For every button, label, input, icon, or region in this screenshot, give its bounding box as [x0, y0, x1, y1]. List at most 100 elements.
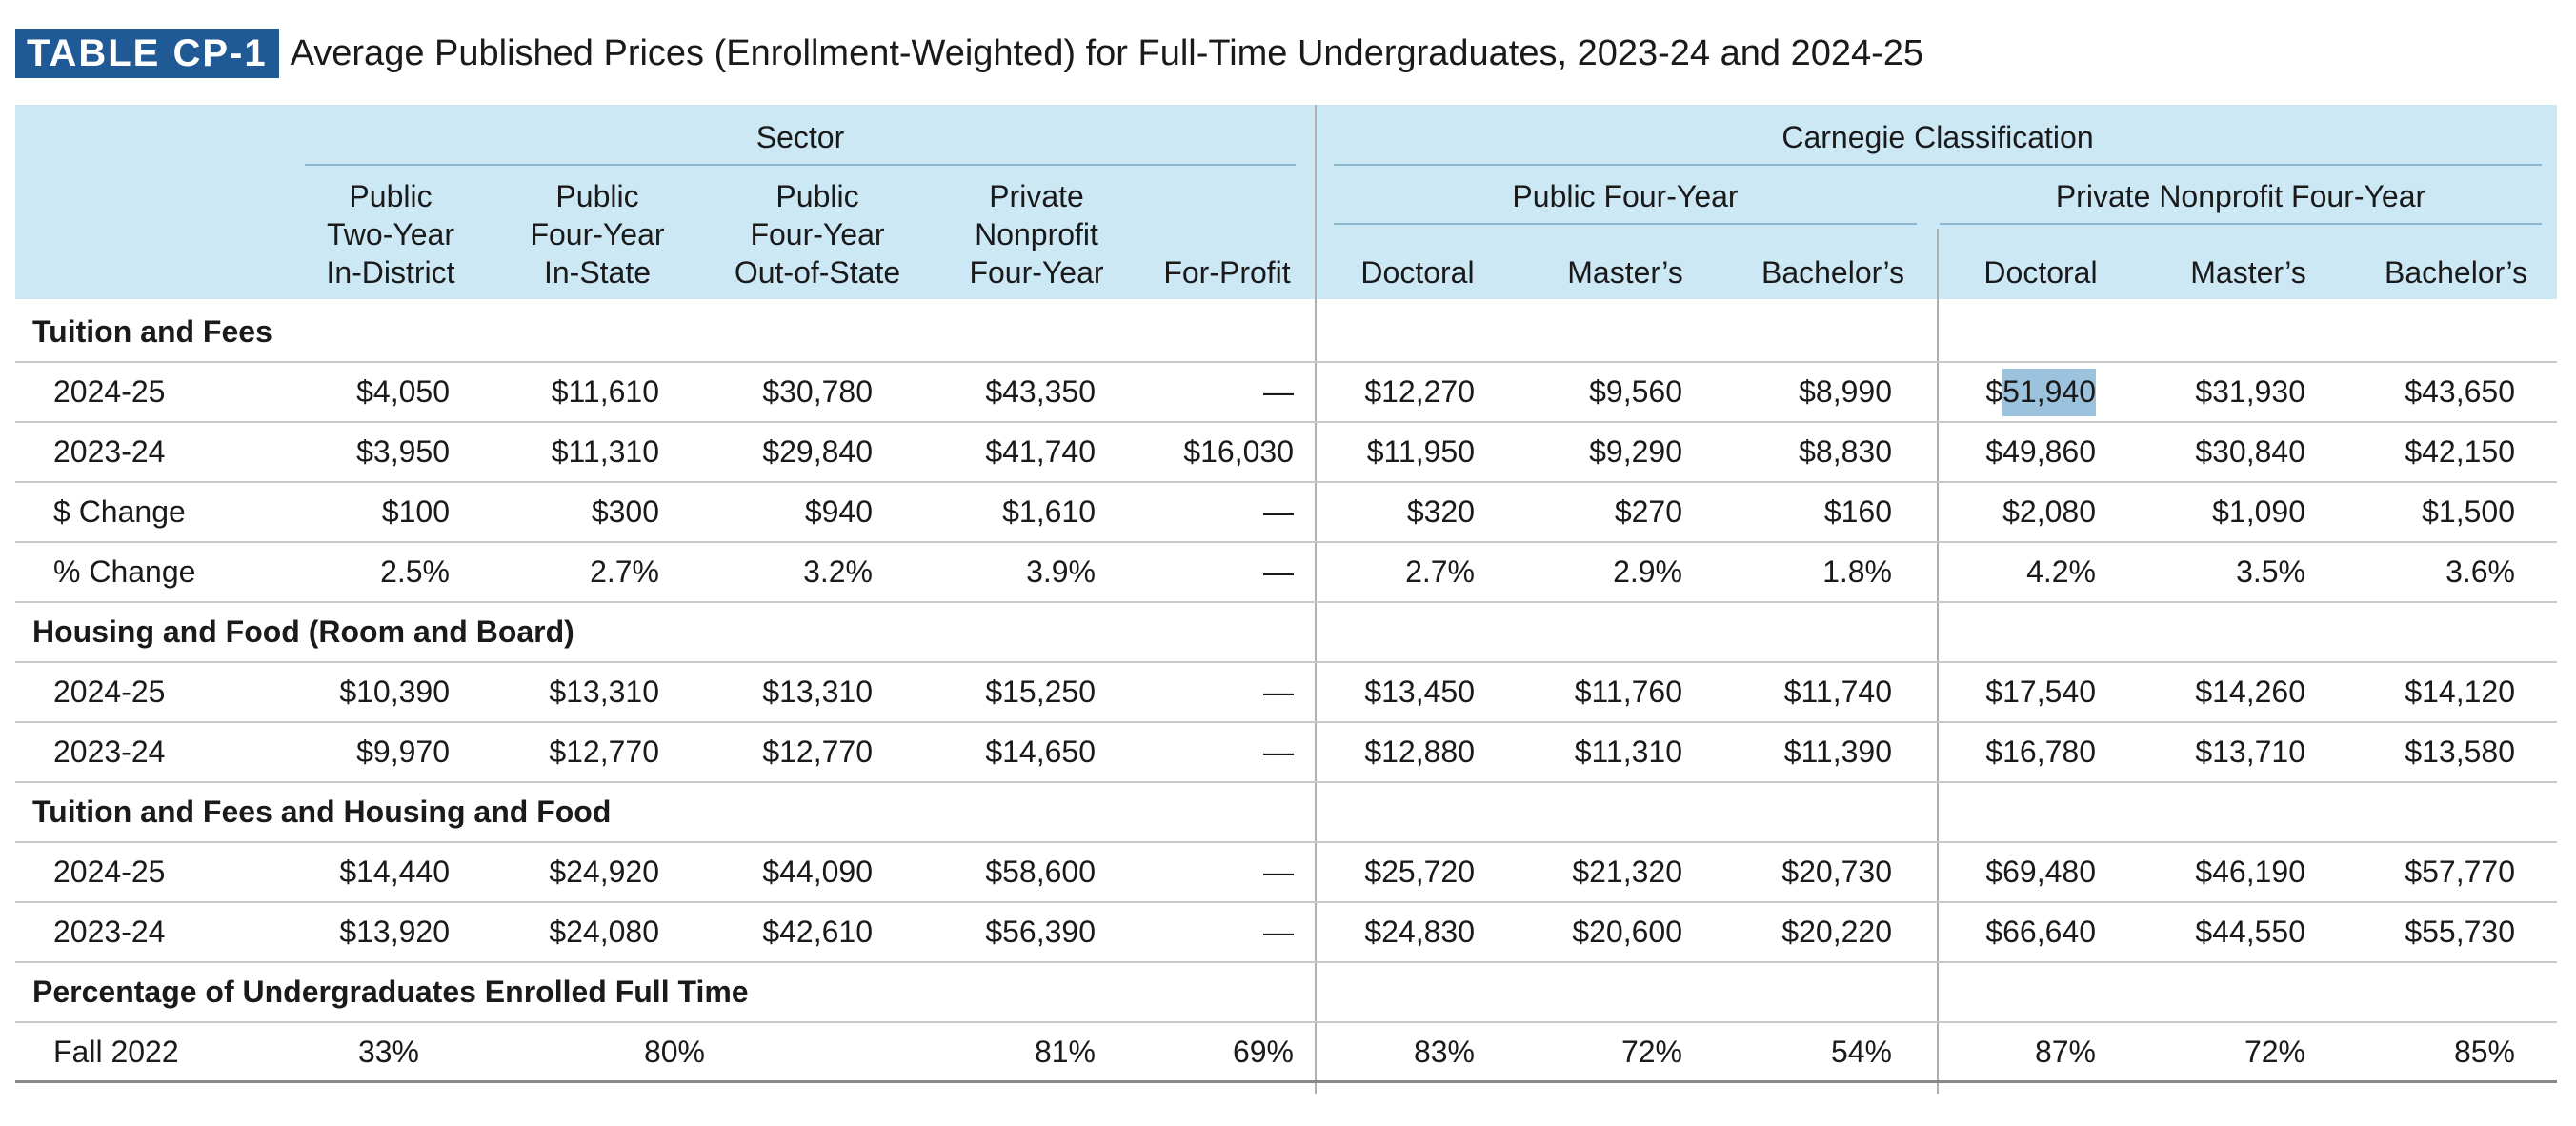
- table-cell: $15,250: [985, 674, 1096, 709]
- carnegie-header-rule: [1334, 164, 2542, 166]
- row-divider: [15, 781, 2557, 783]
- table-cell: $12,770: [549, 734, 659, 769]
- table-cell: 83%: [1413, 1035, 1475, 1069]
- table-cell: 3.9%: [1026, 554, 1096, 589]
- table-title: TABLE CP-1 Average Published Prices (Enr…: [15, 29, 1923, 78]
- section-title: Housing and Food (Room and Board): [32, 614, 574, 649]
- row-label: $ Change: [53, 494, 186, 529]
- table-cell: $66,640: [1985, 915, 2096, 949]
- table-cell: 72%: [1620, 1035, 1682, 1069]
- column-header: Nonprofit: [975, 217, 1098, 251]
- column-header: Bachelor’s: [1761, 255, 1904, 290]
- table-cell: $44,090: [762, 855, 873, 889]
- column-header: Four-Year: [750, 217, 885, 251]
- row-divider: [15, 961, 2557, 963]
- table-cell: $14,440: [339, 855, 450, 889]
- table-cell: $43,350: [985, 374, 1096, 409]
- table-cell: 87%: [2034, 1035, 2096, 1069]
- column-header: Public: [775, 179, 859, 213]
- row-label: 2023-24: [53, 915, 166, 949]
- row-label: 2024-25: [53, 374, 166, 409]
- table-cell: $11,760: [1574, 674, 1682, 709]
- table-cell: $20,220: [1781, 915, 1892, 949]
- table-cell: $9,290: [1589, 434, 1682, 469]
- table-cell: $42,610: [762, 915, 873, 949]
- table-cell: $51,940: [1886, 369, 2096, 416]
- table-cell: 33%: [357, 1035, 419, 1069]
- table-cell: $300: [591, 494, 659, 529]
- table-caption: Average Published Prices (Enrollment-Wei…: [290, 32, 1924, 73]
- table-cell: $4,050: [356, 374, 450, 409]
- table-cell: —: [1263, 494, 1294, 529]
- table-cell: $21,320: [1572, 855, 1682, 889]
- table-cell: $13,450: [1364, 674, 1475, 709]
- row-divider: [15, 901, 2557, 903]
- public-subheader-rule: [1334, 223, 1917, 225]
- row-divider: [15, 661, 2557, 663]
- table-cell: $9,970: [356, 734, 450, 769]
- table-cell: $1,610: [1002, 494, 1096, 529]
- column-header: Master’s: [1567, 255, 1683, 290]
- table-cell: —: [1263, 374, 1294, 409]
- table-cell: $24,920: [549, 855, 659, 889]
- section-title: Tuition and Fees and Housing and Food: [32, 794, 612, 829]
- column-header: Four-Year: [530, 217, 665, 251]
- row-divider: [15, 1021, 2557, 1023]
- section-title: Percentage of Undergraduates Enrolled Fu…: [32, 975, 749, 1009]
- table-cell: $46,190: [2195, 855, 2305, 889]
- private-subheader-rule: [1940, 223, 2542, 225]
- row-divider: [15, 601, 2557, 603]
- row-divider: [15, 541, 2557, 543]
- table-cell: $12,770: [762, 734, 873, 769]
- table-cell: $11,310: [1574, 734, 1682, 769]
- column-header: Four-Year: [969, 255, 1104, 290]
- table-cell: $13,310: [762, 674, 873, 709]
- table-cell: $940: [804, 494, 873, 529]
- column-header: Out-of-State: [734, 255, 901, 290]
- column-header: Doctoral: [1983, 255, 2098, 290]
- table-cell: $20,730: [1781, 855, 1892, 889]
- table-cell: 3.2%: [803, 554, 873, 589]
- table-badge: TABLE CP-1: [15, 29, 279, 78]
- table-cell: $55,730: [2405, 915, 2515, 949]
- row-divider: [15, 481, 2557, 483]
- row-divider: [15, 721, 2557, 723]
- carnegie-group-header: Carnegie Classification: [1781, 120, 2094, 154]
- table-cell: 3.5%: [2236, 554, 2305, 589]
- table-cell: $31,930: [2195, 374, 2305, 409]
- text-selection-highlight[interactable]: 51,940: [2002, 369, 2096, 416]
- table-cell: $11,390: [1783, 734, 1892, 769]
- column-header: Public: [349, 179, 433, 213]
- table-cell: 80%: [643, 1035, 705, 1069]
- table-cell: $1,500: [2422, 494, 2515, 529]
- table-cell: $1,090: [2212, 494, 2305, 529]
- table-cell: —: [1263, 674, 1294, 709]
- row-divider: [15, 421, 2557, 423]
- table-cell: $13,310: [549, 674, 659, 709]
- table-cell: —: [1263, 915, 1294, 949]
- table-cell: 4.2%: [2026, 554, 2096, 589]
- table-cell: $11,610: [551, 374, 659, 409]
- table-cell: 3.6%: [2445, 554, 2515, 589]
- row-label: % Change: [53, 554, 196, 589]
- sector-header-rule: [305, 164, 1296, 166]
- row-label: Fall 2022: [53, 1035, 179, 1069]
- table-cell: $24,830: [1364, 915, 1475, 949]
- table-cell: $8,830: [1799, 434, 1892, 469]
- table-cell: $320: [1406, 494, 1475, 529]
- table-cell: $29,840: [762, 434, 873, 469]
- table-cell: $3,950: [356, 434, 450, 469]
- table-cell: 2.7%: [1405, 554, 1475, 589]
- table-cell: $12,270: [1364, 374, 1475, 409]
- column-header: Two-Year: [327, 217, 454, 251]
- row-label: 2023-24: [53, 734, 166, 769]
- table-cell: 72%: [2244, 1035, 2305, 1069]
- table-cell: $100: [381, 494, 450, 529]
- table-cell: $10,390: [339, 674, 450, 709]
- column-header: In-State: [543, 255, 652, 290]
- table-cell: $49,860: [1985, 434, 2096, 469]
- table-cell: 2.7%: [590, 554, 659, 589]
- table-cell: $14,260: [2195, 674, 2305, 709]
- column-divider: [1315, 105, 1317, 1094]
- table-cell: —: [1263, 734, 1294, 769]
